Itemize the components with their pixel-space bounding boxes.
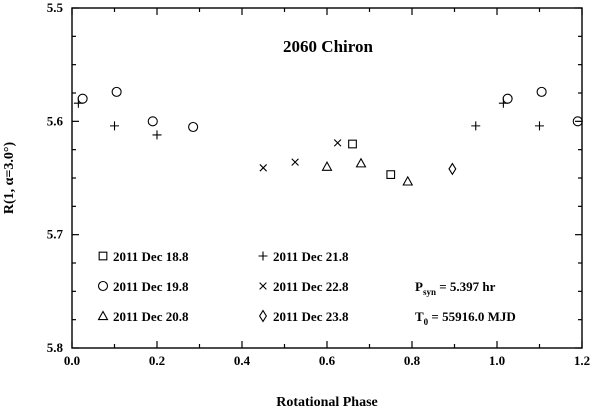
legend-label: 2011 Dec 21.8 [273, 249, 349, 264]
data-point-circle [188, 121, 199, 133]
data-point-circle [77, 93, 88, 104]
data-point-plus [498, 98, 508, 108]
legend-label: 2011 Dec 19.8 [113, 279, 189, 294]
x-tick-label: 0.4 [234, 353, 251, 368]
data-point-triangle [321, 161, 333, 171]
data-point-triangle [355, 157, 367, 168]
x-tick-label: 0.6 [319, 353, 336, 368]
data-point-circle [147, 116, 158, 127]
data-point-plus [152, 130, 162, 140]
legend-marker-circle [97, 280, 109, 292]
plot-frame [71, 7, 583, 349]
legend-marker-cross [259, 282, 267, 290]
legend-label: 2011 Dec 20.8 [113, 309, 189, 324]
y-tick-label: 5.6 [47, 113, 64, 128]
legend-entry: 2011 Dec 23.8 [258, 309, 349, 324]
x-tick-label: 1.0 [489, 353, 505, 368]
legend-label: 2011 Dec 22.8 [273, 279, 349, 294]
x-tick-label: 1.2 [574, 353, 590, 368]
data-point-plus [535, 121, 544, 131]
data-point-plus [110, 121, 119, 131]
annotation-text: Psyn = 5.397 hr [415, 279, 496, 297]
legend-entry: 2011 Dec 19.8 [97, 279, 189, 294]
data-points [73, 86, 583, 186]
legend-entry: 2011 Dec 21.8 [258, 249, 349, 264]
annotations: Psyn = 5.397 hr T0 = 55916.0 MJD [415, 279, 516, 327]
data-point-cross [259, 164, 268, 172]
x-tick-label: 0.0 [64, 353, 80, 368]
y-axis-title: R(1, α=3.0°) [2, 142, 17, 215]
legend-marker-diamond [258, 309, 268, 323]
legend: 2011 Dec 18.8 2011 Dec 19.8 2011 Dec 20.8 2… [97, 249, 349, 324]
data-point-cross [333, 139, 342, 147]
legend-marker-square [98, 251, 108, 261]
data-point-circle [502, 93, 513, 104]
data-point-plus [73, 98, 83, 108]
data-point-square [348, 139, 357, 149]
legend-entry: 2011 Dec 18.8 [98, 249, 189, 264]
legend-entry: 2011 Dec 20.8 [97, 309, 189, 324]
x-tick-label: 0.8 [404, 353, 421, 368]
y-tick-label: 5.5 [47, 0, 64, 15]
x-axis-title: Rotational Phase [276, 395, 378, 410]
annotation-text: T0 = 55916.0 MJD [415, 309, 516, 327]
chart-title: 2060 Chiron [283, 37, 373, 56]
data-point-circle [111, 86, 122, 97]
legend-marker-plus [258, 251, 268, 261]
legend-label: 2011 Dec 18.8 [113, 249, 189, 264]
data-point-square [386, 170, 396, 179]
tick-labels: 0.0 0.2 0.4 0.6 0.8 1.0 1.2 5.5 5.6 5.7 5.8 [47, 0, 590, 368]
x-tick-label: 0.2 [149, 353, 165, 368]
data-point-triangle [402, 175, 414, 186]
data-point-cross [291, 158, 299, 166]
data-point-circle [572, 116, 583, 127]
axis-ticks [71, 7, 583, 349]
data-point-plus [471, 121, 481, 131]
data-point-diamond [448, 162, 457, 176]
y-tick-label: 5.7 [47, 227, 64, 242]
legend-label: 2011 Dec 23.8 [273, 309, 349, 324]
legend-entry: 2011 Dec 22.8 [259, 279, 349, 294]
data-point-circle [536, 86, 547, 97]
legend-marker-triangle [97, 310, 109, 321]
y-tick-label: 5.8 [47, 340, 64, 355]
